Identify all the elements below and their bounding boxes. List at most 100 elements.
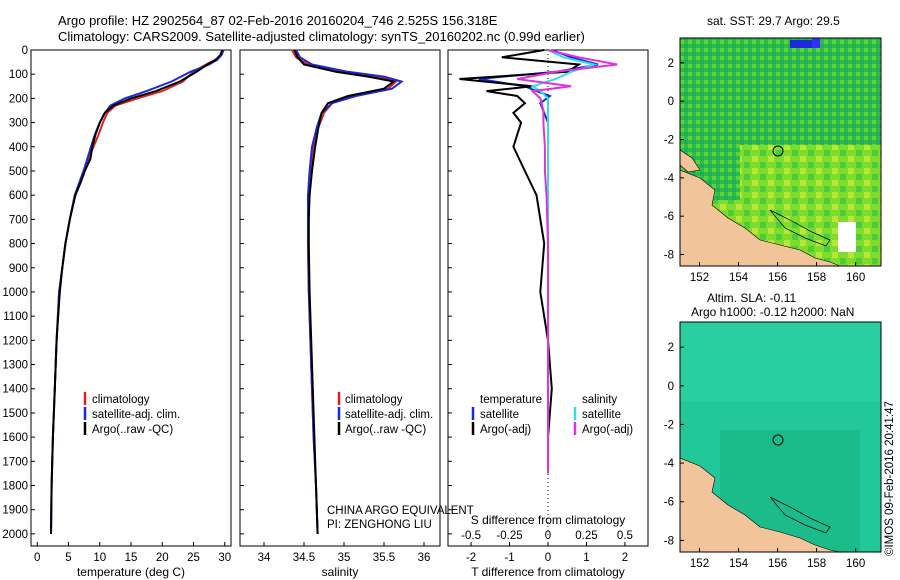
- difference-legend: temperature satellite Argo(-adj) salinit…: [471, 394, 633, 436]
- map-y-tick-label: -4: [664, 173, 675, 185]
- map-x-tick-label: 160: [846, 272, 865, 284]
- x2-tick-label: -0.5: [461, 530, 481, 542]
- sst-map-axes: 152 154 156 158 160 2 0 -2 -4 -6 -8: [664, 58, 865, 284]
- depth-tick-label: 1400: [2, 384, 28, 396]
- depth-tick-label: 1900: [2, 505, 28, 517]
- map-x-tick-label: 156: [768, 558, 787, 570]
- legend-t-satellite: satellite: [480, 409, 519, 421]
- sla-argo-position: [772, 434, 784, 446]
- depth-tick-label: 1000: [2, 287, 28, 299]
- x-axis-label: temperature (deg C): [77, 565, 185, 579]
- temperature-plot-frame: [30, 49, 232, 547]
- salinity-legend: climatology satellite-adj. clim. Argo(..…: [337, 392, 433, 436]
- chart-title-line1: Argo profile: HZ 2902564_87 02-Feb-2016 …: [58, 13, 498, 28]
- map-x-tick-label: 160: [846, 558, 865, 570]
- map-y-tick-label: 2: [668, 58, 674, 70]
- legend-t-argo: Argo(-adj): [480, 424, 531, 436]
- x-tick-label: 0: [34, 552, 40, 564]
- x2-tick-label: 0.5: [617, 530, 633, 542]
- x2-tick-label: -0.25: [496, 530, 522, 542]
- legend-argo: Argo(..raw -QC): [92, 424, 173, 436]
- depth-tick-label: 1800: [2, 481, 28, 493]
- map-x-tick-label: 158: [807, 272, 826, 284]
- x-tick-label: 2: [622, 552, 628, 564]
- x2-axis-label: S difference from climatology: [471, 513, 626, 527]
- depth-tick-label: 500: [9, 166, 28, 178]
- map-x-tick-label: 158: [807, 558, 826, 570]
- depth-tick-label: 100: [9, 69, 28, 81]
- x-tick-label: 35.5: [373, 552, 395, 564]
- depth-tick-label: 1700: [2, 456, 28, 468]
- x-axis-label: salinity: [322, 565, 359, 579]
- sst-map-title: sat. SST: 29.7 Argo: 29.5: [707, 14, 840, 28]
- legend-satellite: satellite-adj. clim.: [345, 409, 433, 421]
- depth-tick-label: 1500: [2, 408, 28, 420]
- salinity-plot-frame: [239, 49, 441, 547]
- map-y-tick-label: -8: [664, 535, 674, 547]
- legend-argo: Argo(..raw -QC): [345, 424, 426, 436]
- x-tick-label: 1: [583, 552, 589, 564]
- map-x-tick-label: 152: [690, 272, 709, 284]
- depth-tick-label: 800: [9, 239, 28, 251]
- temperature-plot: 0 5 10 15 20 25 30 temperature (deg C): [34, 49, 231, 579]
- x2-tick-label: 0.25: [575, 530, 597, 542]
- map-y-tick-label: -6: [664, 211, 674, 223]
- x2-tick-label: 0: [545, 530, 551, 542]
- legend-s-argo: Argo(-adj): [582, 424, 633, 436]
- map-y-tick-label: -8: [664, 250, 674, 262]
- x-tick-label: 30: [218, 552, 231, 564]
- x-tick-label: -2: [466, 552, 476, 564]
- sla-map-title2: Argo h1000: -0.12 h2000: NaN: [691, 305, 854, 319]
- depth-tick-label: 1100: [3, 311, 28, 323]
- x-tick-label: 34: [258, 552, 271, 564]
- depth-tick-label: 300: [9, 118, 28, 130]
- legend-climatology: climatology: [92, 394, 150, 406]
- series-line-salinity-argo-adj-: [517, 49, 618, 474]
- x-tick-label: 36: [418, 552, 431, 564]
- x-axis-label: T difference from climatology: [471, 565, 625, 579]
- legend-salinity-heading: salinity: [582, 394, 617, 406]
- map-y-tick-label: 0: [668, 96, 674, 108]
- x-tick-label: 15: [125, 552, 138, 564]
- depth-tick-label: 900: [9, 263, 28, 275]
- sla-map-frame: [679, 321, 882, 553]
- x-tick-label: 5: [65, 552, 71, 564]
- map-y-tick-label: -6: [664, 497, 674, 509]
- x-tick-label: 25: [187, 552, 200, 564]
- map-x-tick-label: 156: [768, 272, 787, 284]
- depth-tick-label: 400: [9, 142, 28, 154]
- chart-title-line2: Climatology: CARS2009. Satellite-adjuste…: [58, 29, 585, 44]
- sst-map: [680, 38, 881, 266]
- map-y-tick-label: -2: [664, 419, 674, 431]
- map-y-tick-label: 0: [668, 381, 674, 393]
- series-line-temperature-argo-adj-: [459, 49, 582, 474]
- salinity-plot: 34 34.5 35 35.5 36 salinity: [258, 49, 431, 579]
- sla-map-title1: Altim. SLA: -0.11: [707, 291, 796, 305]
- map-y-tick-label: -2: [664, 135, 674, 147]
- series-line-argo-raw-qc-: [293, 49, 397, 534]
- depth-tick-label: 0: [22, 45, 28, 57]
- legend-climatology: climatology: [345, 394, 403, 406]
- depth-axis: 0 100 200 300 400 500 600 700 800 900 1000 1100 1200…: [2, 45, 452, 541]
- map-x-tick-label: 152: [690, 558, 709, 570]
- depth-tick-label: 200: [9, 93, 28, 105]
- x-tick-label: 10: [93, 552, 106, 564]
- map-y-tick-label: 2: [668, 342, 674, 354]
- sla-map-axes: 152 154 156 158 160 2 0 -2 -4 -6 -8: [664, 342, 865, 570]
- difference-plot: -2 -1 0 1 2T difference from climatology -0.5…: [459, 49, 633, 579]
- depth-tick-label: 1600: [2, 432, 28, 444]
- x-tick-label: 20: [156, 552, 169, 564]
- sst-map-frame: [679, 37, 882, 267]
- legend-s-satellite: satellite: [582, 409, 621, 421]
- credit-line2: PI: ZENGHONG LIU: [327, 519, 432, 531]
- temperature-legend: climatology satellite-adj. clim. Argo(..…: [83, 392, 180, 436]
- depth-tick-label: 2000: [2, 529, 28, 541]
- sst-argo-position: [772, 145, 784, 157]
- depth-tick-label: 1300: [2, 360, 28, 372]
- map-y-tick-label: -4: [664, 458, 675, 470]
- depth-tick-label: 600: [9, 190, 28, 202]
- imos-watermark: ©IMOS 09-Feb-2016 20:41:47: [884, 401, 896, 556]
- x-tick-label: 34.5: [293, 552, 315, 564]
- series-line-argo-raw-qc-: [50, 49, 224, 534]
- legend-temperature-heading: temperature: [480, 394, 542, 406]
